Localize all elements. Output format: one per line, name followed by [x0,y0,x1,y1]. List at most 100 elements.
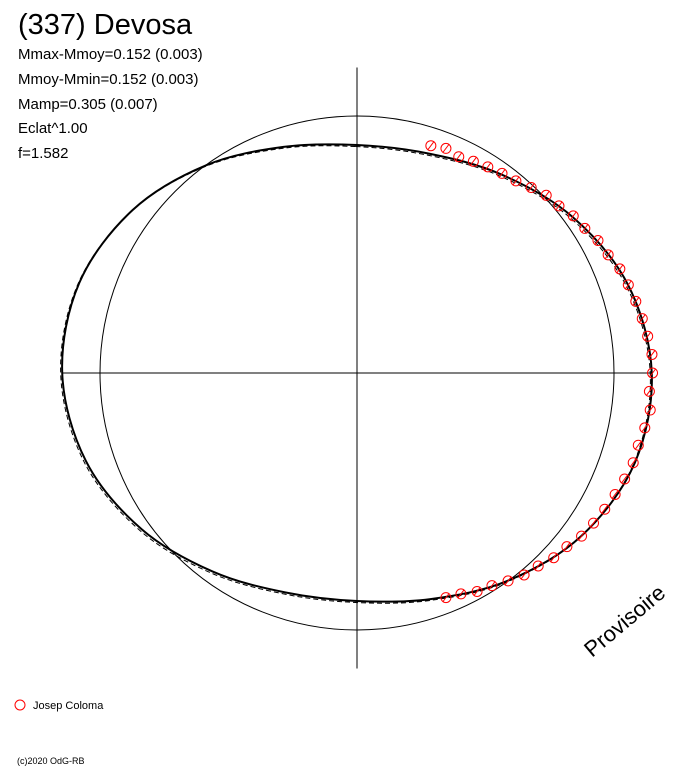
observation-stroke [555,201,563,211]
observation-stroke [469,157,477,166]
observation [502,575,514,587]
observation-stroke [601,504,609,514]
observation-stroke [616,264,624,274]
observation [440,592,452,604]
stat: Mamp=0.305 (0.007) [18,96,158,113]
observation [482,161,494,173]
reference-circle [99,115,615,631]
chart-title: (337) Devosa [18,9,193,41]
observation-circle [632,439,644,451]
observation [525,182,537,194]
observation-stroke [484,162,492,172]
observation-stroke [504,576,512,586]
observation-stroke [648,350,656,359]
observation-stroke [488,581,496,590]
observation-circle [467,155,479,167]
stat: Mmax-Mmoy=0.152 (0.003) [18,46,203,63]
observation-circle [614,263,626,275]
observation-stroke [563,542,571,551]
observation-circle [502,575,514,587]
stat: Mmoy-Mmin=0.152 (0.003) [18,71,198,88]
observation-stroke [646,405,654,415]
observation [553,200,565,212]
observation-circle [486,580,498,592]
observation [602,249,614,261]
observation [630,295,642,307]
observation [453,151,465,163]
observation-stroke [621,474,629,484]
observation-stroke [512,176,520,186]
observation-stroke [569,211,577,221]
observation-stroke [542,191,550,200]
observation-stroke [457,589,465,599]
observation-stroke [649,368,656,378]
legend-marker [14,699,26,711]
observation-stroke [604,250,612,260]
observation [622,279,634,291]
observation-circle [639,422,651,434]
observation [440,142,452,154]
observation-circle [471,585,483,597]
observation-circle [630,295,642,307]
observation-stroke [632,297,640,306]
watermark: Provisoire [579,580,670,662]
observation [579,222,591,234]
observation-circle [567,210,579,222]
observation [644,404,656,416]
observation [643,385,655,397]
observation-stroke [455,152,463,162]
observation [639,422,651,434]
observation [496,167,508,179]
observation-stroke [442,593,450,602]
observation-stroke [638,314,646,323]
observation [619,473,631,485]
observation [599,503,611,515]
observation [646,348,658,360]
observation-stroke [624,280,632,290]
observation-stroke [442,144,450,153]
observation [576,530,588,542]
observation [627,457,639,469]
observation-stroke [594,236,602,245]
observation-stroke [646,387,653,396]
observation [632,439,644,451]
observation [532,560,544,572]
observation-circle [636,313,648,325]
observation-circle [482,161,494,173]
observation-circle [619,473,631,485]
observation-circle [440,142,452,154]
observation-circle [532,560,544,572]
observation-circle [510,175,522,187]
observation-stroke [534,561,542,571]
model-curve-dashed [60,145,651,604]
observation [455,588,467,600]
observation-circle [425,140,437,152]
observation-circle [588,517,600,529]
observation [548,552,560,564]
observation-circle [646,348,658,360]
observation-stroke [581,224,589,233]
observation-circle [644,404,656,416]
observation-circle [642,330,654,342]
observation-circle [453,151,465,163]
observation-stroke [550,553,558,563]
observation [510,175,522,187]
stat: Eclat^1.00 [18,120,88,137]
observation [467,155,479,167]
stat: f=1.582 [18,145,68,162]
observation-circle [579,222,591,234]
observation [642,330,654,342]
observation [471,585,483,597]
observation-circle [576,530,588,542]
observation-circle [455,588,467,600]
footer: (c)2020 OdG-RB [17,756,85,766]
observation [567,210,579,222]
observation [592,235,604,247]
observation-circle [540,189,552,201]
observation-circle [592,235,604,247]
observation-circle [627,457,639,469]
observation [518,569,530,581]
observation-stroke [473,587,481,596]
observation-circle [553,200,565,212]
